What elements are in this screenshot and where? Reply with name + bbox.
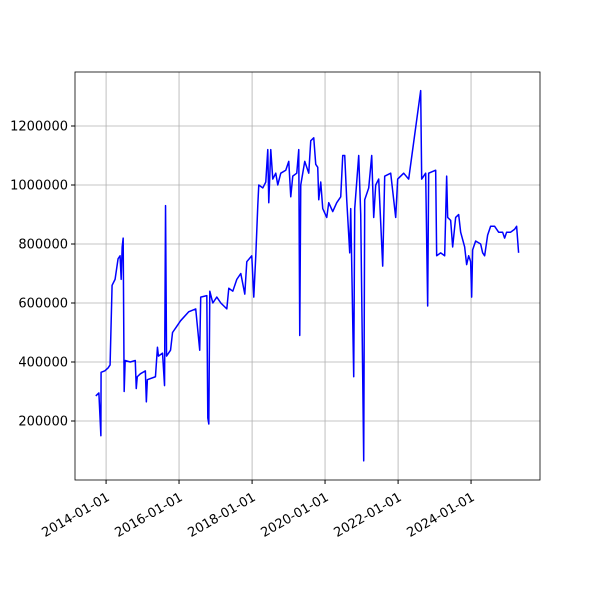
x-tick-label: 2014-01-01 (40, 490, 113, 541)
y-tick-label: 1000000 (10, 178, 68, 193)
x-tick-label: 2020-01-01 (258, 490, 331, 541)
y-tick-label: 800000 (18, 237, 68, 252)
plot-frame (74, 71, 541, 481)
x-tick-label: 2022-01-01 (332, 490, 405, 541)
x-tick-label: 2018-01-01 (186, 490, 259, 541)
x-tick-label: 2024-01-01 (405, 490, 478, 541)
y-tick-label: 600000 (18, 296, 68, 311)
x-tick-label: 2016-01-01 (112, 490, 185, 541)
y-tick-label: 400000 (18, 355, 68, 370)
y-tick-label: 1200000 (10, 119, 68, 134)
y-tick-label: 200000 (18, 414, 68, 429)
data-line (95, 89, 520, 462)
